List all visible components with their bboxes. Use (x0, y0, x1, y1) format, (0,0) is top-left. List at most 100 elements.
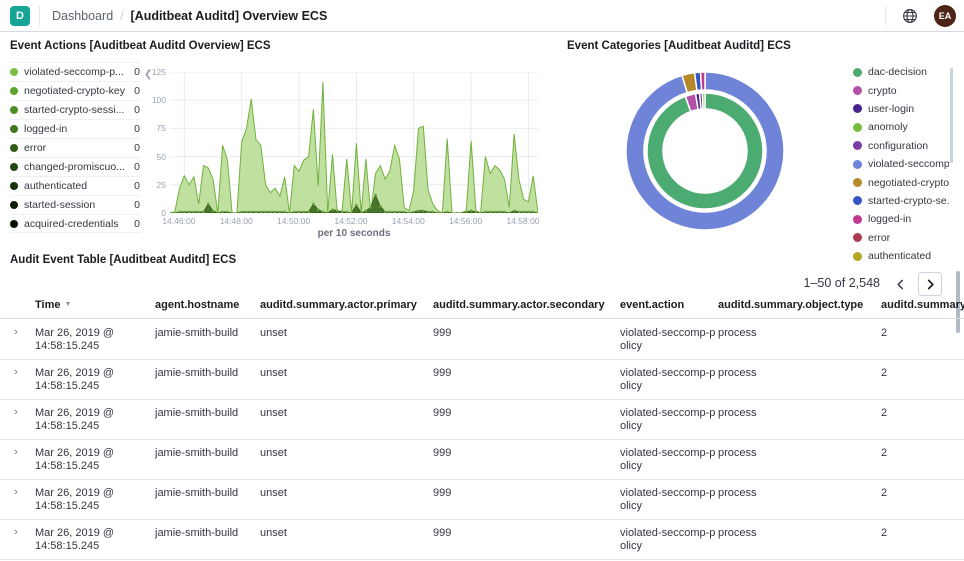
legend-item[interactable]: logged-in 0 (10, 119, 140, 138)
table-scrollbar[interactable] (956, 271, 960, 333)
legend-count: 0 (134, 142, 140, 154)
table-row: › Mar 26, 2019 @ 14:58:15.245 jamie-smith-… (0, 320, 964, 360)
cell-summary: 2 (881, 487, 888, 499)
legend-color-dot (853, 104, 862, 114)
column-header-auditd-summary-actor-primary[interactable]: auditd.summary.actor.primary (260, 299, 417, 311)
legend-count: 0 (134, 104, 140, 116)
y-tick-label: 0 (161, 208, 166, 218)
column-header-auditd-summary[interactable]: auditd.summary (881, 299, 964, 311)
legend-label: violated-seccomp... (868, 158, 949, 171)
sort-caret-icon: ▼ (64, 301, 72, 308)
row-expand-icon[interactable]: › (14, 526, 18, 538)
legend-item[interactable]: error (853, 229, 949, 247)
legend-count: 0 (134, 217, 140, 230)
timeseries-area-chart[interactable] (170, 72, 538, 213)
legend-item[interactable]: logged-in (853, 210, 949, 228)
donut-slice-violated-seccomp-policy[interactable] (625, 71, 785, 231)
legend-item[interactable]: negotiated-crypto-key 0 (10, 81, 140, 100)
nav-divider (885, 6, 886, 26)
legend-color-dot (10, 87, 18, 95)
legend-color-dot (853, 196, 862, 206)
legend-item[interactable]: configuration (853, 137, 949, 155)
legend-label: logged-in (868, 213, 912, 226)
x-tick-label: 14:54:00 (391, 216, 425, 226)
cell-hostname: jamie-smith-build (155, 327, 239, 339)
breadcrumb-dashboard[interactable]: Dashboard (52, 8, 114, 23)
legend-color-dot (853, 178, 862, 188)
legend-color-dot (853, 233, 862, 243)
row-expand-icon[interactable]: › (14, 486, 18, 498)
legend-count: 0 (134, 199, 140, 211)
globe-icon[interactable] (900, 6, 920, 26)
cell-object_type: process (718, 487, 757, 499)
legend-item[interactable]: negotiated-crypto... (853, 173, 949, 191)
row-expand-icon[interactable]: › (14, 366, 18, 378)
legend-item[interactable]: acquired-credentials 0 (10, 214, 140, 233)
donut-slice-anomoly[interactable] (701, 92, 706, 110)
cell-object_type: process (718, 527, 757, 539)
legend-color-dot (853, 159, 862, 169)
event-categories-donut-chart[interactable] (622, 64, 788, 236)
legend-count: 0 (134, 123, 140, 135)
legend-label: acquired-credentials (24, 217, 119, 230)
legend-label: authenticated (868, 250, 932, 263)
legend-item[interactable]: user-login (853, 100, 949, 118)
event-categories-legend: dac-decision crypto user-login anomoly confi… (853, 63, 949, 265)
table-row: › Mar 26, 2019 @ 14:58:15.245 jamie-smith-… (0, 520, 964, 560)
column-header-auditd-summary-actor-secondary[interactable]: auditd.summary.actor.secondary (433, 299, 605, 311)
top-navbar: D Dashboard / [Auditbeat Auditd] Overvie… (0, 0, 964, 32)
column-header-auditd-summary-object-type[interactable]: auditd.summary.object.type (718, 299, 864, 311)
cell-summary: 2 (881, 407, 888, 419)
legend-item[interactable]: anomoly (853, 118, 949, 136)
legend-item[interactable]: changed-promiscuo... 0 (10, 157, 140, 176)
legend-item[interactable]: authenticated 0 (10, 176, 140, 195)
y-tick-label: 100 (151, 95, 166, 106)
legend-item[interactable]: started-session 0 (10, 195, 140, 214)
legend-label: error (24, 142, 47, 154)
legend-color-dot (10, 125, 18, 133)
cell-action: violated-seccomp-policy (620, 527, 716, 552)
legend-label: error (868, 231, 891, 244)
cell-object_type: process (718, 447, 757, 459)
legend-item[interactable]: error 0 (10, 138, 140, 157)
legend-item[interactable]: started-crypto-sessi... 0 (10, 100, 140, 119)
user-avatar[interactable]: EA (934, 5, 956, 27)
x-tick-label: 14:46:00 (162, 216, 196, 226)
legend-item[interactable]: crypto (853, 81, 949, 99)
event-actions-legend: violated-seccomp-p... 0 negotiated-crypto-… (10, 62, 140, 233)
legend-collapse-icon[interactable]: ❮ (144, 69, 153, 80)
column-header-event-action[interactable]: event.action (620, 299, 685, 311)
cell-action: violated-seccomp-policy (620, 327, 716, 352)
legend-label: logged-in (24, 123, 68, 135)
cell-primary: unset (260, 367, 287, 379)
cell-action: violated-seccomp-policy (620, 407, 716, 432)
row-expand-icon[interactable]: › (14, 326, 18, 338)
x-tick-label: 14:56:00 (449, 216, 483, 226)
cell-primary: unset (260, 527, 287, 539)
cell-time: Mar 26, 2019 @ 14:58:15.245 (35, 407, 115, 432)
y-tick-label: 75 (156, 123, 166, 134)
legend-item[interactable]: violated-seccomp... (853, 155, 949, 173)
donut-slice-logged-in[interactable] (699, 71, 706, 91)
legend-item[interactable]: violated-seccomp-p... 0 (10, 62, 140, 81)
legend-item[interactable]: started-crypto-se... (853, 192, 949, 210)
x-tick-label: 14:52:00 (334, 216, 368, 226)
next-page-button[interactable] (918, 272, 942, 296)
donut-slice-dac-decision[interactable] (646, 92, 764, 210)
column-header-time[interactable]: Time ▼ (35, 299, 72, 311)
cell-hostname: jamie-smith-build (155, 367, 239, 379)
cell-hostname: jamie-smith-build (155, 487, 239, 499)
legend-scrollbar[interactable] (950, 68, 953, 163)
row-expand-icon[interactable]: › (14, 406, 18, 418)
legend-item[interactable]: authenticated (853, 247, 949, 265)
space-badge[interactable]: D (10, 5, 30, 26)
legend-label: negotiated-crypto... (868, 176, 949, 189)
cell-object_type: process (718, 407, 757, 419)
nav-divider (39, 5, 40, 26)
column-header-agent-hostname[interactable]: agent.hostname (155, 299, 240, 311)
legend-item[interactable]: dac-decision (853, 63, 949, 81)
previous-page-button[interactable] (888, 272, 912, 296)
legend-color-dot (10, 68, 18, 76)
row-expand-icon[interactable]: › (14, 446, 18, 458)
